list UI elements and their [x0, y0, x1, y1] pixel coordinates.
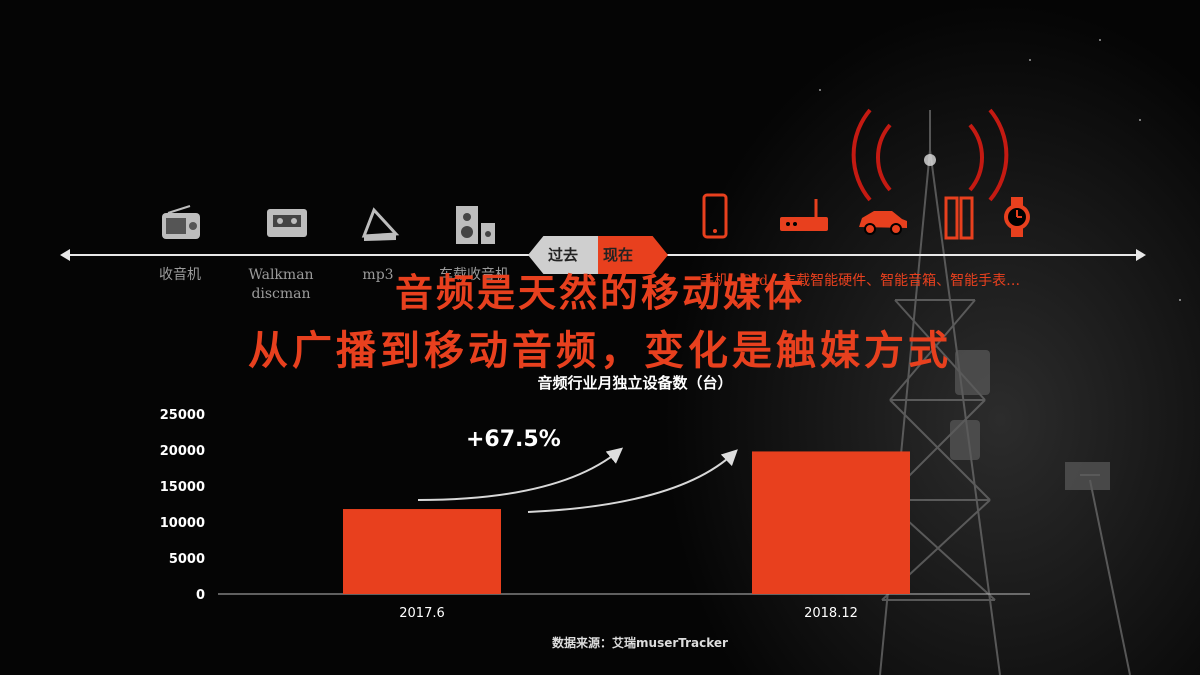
headline-line1: 音频是天然的移动媒体: [394, 271, 805, 315]
y-tick-label: 25000: [160, 408, 205, 423]
smart-speaker-icon: [944, 196, 974, 240]
speaker-icon: [456, 206, 495, 244]
cassette-icon: [267, 209, 307, 237]
bar-2017.6: [343, 509, 501, 594]
y-tick-label: 15000: [160, 480, 205, 495]
timeline-label-now: 手机、Pad、车载智能硬件、智能音箱、智能手表…: [700, 273, 1021, 289]
growth-annotation: +67.5%: [466, 427, 561, 452]
mp3-player-icon: [361, 207, 400, 241]
broadcast-waves-icon: [851, 108, 1009, 202]
past-badge: [528, 236, 598, 274]
growth-arrow-1: [417, 447, 624, 501]
y-tick-label: 10000: [160, 516, 205, 531]
growth-arrow-2: [527, 449, 738, 513]
smartwatch-icon: [1004, 197, 1030, 237]
router-icon: [780, 199, 828, 231]
headline-line2: 从广播到移动音频，变化是触媒方式: [248, 328, 952, 374]
timeline-label-radio: 收音机: [159, 267, 201, 283]
now-badge: [598, 236, 668, 274]
timeline-label-walkman: Walkman discman: [248, 267, 314, 302]
timeline-label-car-radio: 车载收音机: [439, 267, 509, 283]
past-label: 过去: [548, 246, 579, 264]
y-tick-label: 20000: [160, 444, 205, 459]
bar-2018.12: [752, 451, 910, 594]
y-tick-label: 0: [196, 588, 205, 603]
timeline-arrow-left: [60, 249, 70, 261]
y-tick-label: 5000: [169, 552, 205, 567]
radio-icon: [162, 205, 200, 239]
chart-title: 音频行业月独立设备数（台）: [537, 374, 733, 392]
data-source: 数据来源：艾瑞muserTracker: [552, 636, 728, 650]
x-tick-label: 2017.6: [399, 606, 445, 621]
smartphone-icon: [702, 193, 728, 239]
timeline-arrow-right: [1136, 249, 1146, 261]
x-tick-label: 2018.12: [804, 606, 858, 621]
timeline-label-mp3: mp3: [362, 267, 394, 283]
car-icon: [859, 211, 907, 235]
now-label: 现在: [603, 246, 634, 264]
